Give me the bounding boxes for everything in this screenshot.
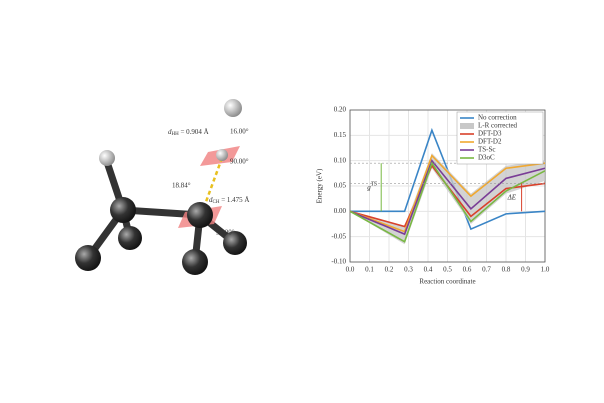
annotation-text: ΔE [507, 193, 517, 201]
x-tick-label: 0.9 [521, 266, 530, 274]
y-tick-label: -0.05 [331, 232, 346, 240]
legend-label: DFT-D2 [478, 138, 502, 146]
legend-label: No correction [478, 114, 517, 122]
line [349, 154, 546, 233]
annotation: gTS [367, 182, 377, 191]
label-rest: = 1.475 Å [219, 196, 249, 204]
label: 18.84° [172, 182, 191, 190]
x-tick-label: 1.0 [541, 266, 550, 274]
y-tick-label: 0.20 [334, 106, 347, 114]
x-axis-label: Reaction coordinate [419, 278, 475, 286]
legend-label: D3oC [478, 154, 495, 162]
y-tick-label: 0.00 [334, 207, 347, 215]
label-sub: CH [213, 200, 220, 205]
y-tick-label: 0.10 [334, 156, 347, 164]
line [349, 159, 546, 236]
legend-label: TS-Sc [478, 146, 496, 154]
label: 16.00° [230, 128, 249, 136]
legend-label: DFT-D3 [478, 130, 502, 138]
line [349, 161, 546, 243]
molecule-labels: dHH = 0.904 Å 16.00°90.00°18.84°dCH = 1.4… [168, 128, 249, 237]
label: dCH = 1.475 Å [209, 196, 249, 206]
x-tick-label: 0.1 [365, 266, 374, 274]
label-rest: = 0.904 Å [179, 128, 209, 136]
y-tick-label: -0.10 [331, 258, 346, 266]
chart: 0.0 0.1 0.2 0.3 0.4 0.5 0.6 0.7 0.8 0.9 1.0 -0.10 -0… [316, 106, 550, 286]
annotation: ΔE [507, 193, 517, 201]
label-var: d [209, 196, 213, 204]
x-tick-label: 0.4 [424, 266, 433, 274]
x-tick-label: 0.6 [463, 266, 472, 274]
y-tick-label: 0.15 [334, 131, 347, 139]
label: dHH = 0.904 Å [168, 128, 209, 138]
y-tick-label: 0.05 [334, 182, 347, 190]
x-tick-label: 0.7 [482, 266, 491, 274]
plot-frame [349, 109, 546, 263]
y-axis-label: Energy (eV) [316, 168, 324, 203]
annotation-text: g [367, 183, 371, 191]
legend-label: L-R corrected [478, 122, 518, 130]
x-tick-label: 0.8 [502, 266, 511, 274]
annotation-sup: TS [371, 182, 377, 188]
legend-swatch [460, 123, 474, 129]
label: 90.00° [230, 158, 249, 166]
x-tick-label: 0.0 [346, 266, 355, 274]
label-var: d [168, 128, 172, 136]
legend-box [456, 111, 544, 165]
label: 90.00° [216, 229, 235, 237]
x-tick-label: 0.5 [443, 266, 452, 274]
atoms [75, 99, 247, 275]
label-sub: HH [172, 132, 180, 137]
x-tick-label: 0.2 [385, 266, 394, 274]
x-tick-label: 0.3 [404, 266, 413, 274]
